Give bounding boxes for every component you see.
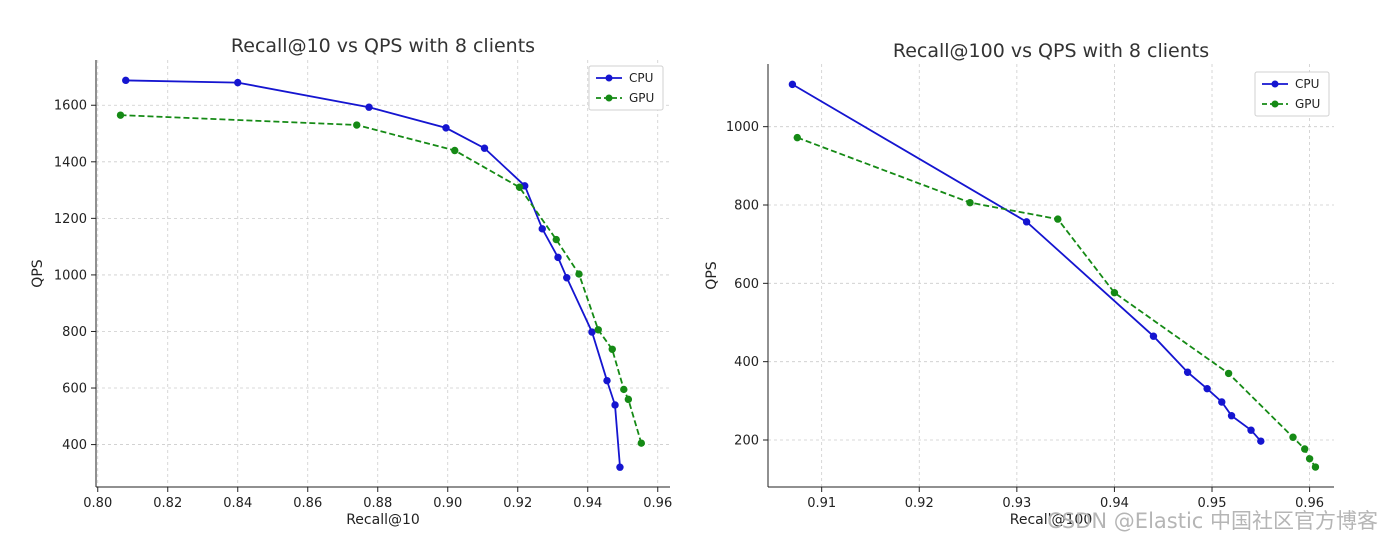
y-tick-label: 400 [62, 438, 87, 453]
data-point-gpu [1224, 369, 1233, 378]
data-point-gpu [594, 326, 602, 334]
y-tick-label: 600 [734, 277, 759, 292]
data-point-cpu [1183, 368, 1192, 376]
x-axis-label: Recall@100 [1010, 512, 1093, 528]
y-tick-label: 1200 [54, 212, 87, 227]
series-line-gpu [796, 136, 1317, 468]
data-point-cpu [554, 253, 562, 262]
data-point-gpu [793, 133, 801, 142]
y-axis-label: QPS [30, 259, 46, 287]
data-point-gpu [620, 385, 628, 394]
data-point-gpu [552, 235, 560, 244]
data-point-gpu [451, 146, 459, 155]
data-point-cpu [588, 328, 596, 336]
x-tick-label: 0.94 [573, 496, 602, 511]
x-tick-label: 0.80 [83, 496, 112, 511]
chart-title: Recall@10 vs QPS with 8 clients [231, 35, 535, 57]
x-tick-label: 0.92 [905, 496, 934, 511]
legend-marker-gpu [1271, 100, 1279, 108]
data-point-gpu [624, 395, 633, 404]
data-point-cpu [480, 144, 489, 152]
data-point-cpu [538, 225, 546, 233]
x-tick-label: 0.90 [433, 496, 462, 511]
series-line-gpu [120, 114, 643, 444]
y-tick-label: 800 [734, 199, 759, 214]
data-point-cpu [788, 80, 797, 89]
watermark: CSDN @Elastic 中国社区官方博客 [1047, 509, 1378, 533]
x-tick-label: 0.82 [153, 496, 182, 511]
data-point-gpu [353, 121, 361, 129]
x-tick-label: 0.88 [363, 496, 392, 511]
data-point-cpu [1203, 384, 1211, 393]
data-point-gpu [1289, 433, 1297, 441]
series-line-cpu [125, 79, 621, 468]
data-point-cpu [365, 103, 373, 111]
data-point-gpu [637, 439, 645, 447]
legend-label-cpu: CPU [1295, 77, 1319, 91]
y-tick-label: 800 [62, 325, 87, 340]
x-tick-label: 0.84 [223, 496, 252, 511]
data-point-gpu [1305, 455, 1314, 463]
x-tick-label: 0.95 [1198, 496, 1227, 511]
y-tick-label: 1000 [726, 120, 759, 135]
data-point-cpu [442, 124, 450, 132]
data-point-cpu [563, 274, 571, 282]
legend-marker-cpu [605, 74, 613, 82]
x-tick-label: 0.91 [807, 496, 836, 511]
x-tick-label: 0.92 [503, 496, 532, 511]
series-line-cpu [791, 83, 1262, 442]
y-tick-label: 1600 [54, 99, 87, 114]
data-point-gpu [966, 198, 974, 207]
chart-title: Recall@100 vs QPS with 8 clients [893, 40, 1209, 62]
legend: CPU GPU [588, 65, 664, 111]
x-tick-label: 0.96 [643, 496, 672, 511]
data-point-gpu [515, 183, 524, 191]
y-tick-label: 1000 [54, 268, 87, 283]
data-point-cpu [1227, 412, 1236, 420]
x-tick-label: 0.86 [293, 496, 322, 511]
data-point-gpu [608, 345, 616, 353]
y-tick-label: 600 [62, 382, 87, 397]
y-axis-label: QPS [704, 261, 720, 289]
data-point-cpu [1149, 332, 1158, 340]
x-tick-label: 0.93 [1002, 496, 1031, 511]
y-tick-label: 200 [734, 434, 759, 449]
data-point-cpu [603, 376, 611, 385]
legend-label-gpu: GPU [1295, 97, 1320, 111]
legend-label-cpu: CPU [629, 71, 653, 85]
data-point-cpu [1218, 398, 1226, 406]
data-point-gpu [116, 111, 125, 119]
data-point-gpu [575, 270, 583, 278]
legend-marker-cpu [1271, 80, 1279, 88]
legend-marker-gpu [605, 94, 613, 102]
legend-label-gpu: GPU [629, 91, 654, 105]
y-tick-label: 1400 [54, 155, 87, 170]
data-point-cpu [1022, 218, 1031, 226]
x-tick-label: 0.96 [1295, 496, 1324, 511]
y-tick-label: 400 [734, 355, 759, 370]
data-point-cpu [1257, 437, 1265, 445]
x-tick-label: 0.94 [1100, 496, 1129, 511]
legend: CPU GPU [1254, 71, 1330, 117]
x-axis-label: Recall@10 [346, 512, 420, 528]
data-point-cpu [611, 401, 619, 409]
data-point-gpu [1110, 289, 1119, 297]
chart-recall10: 0.80 0.82 0.84 0.86 0.88 0.90 0.92 0.94 0.96 400… [30, 35, 672, 528]
data-point-cpu [234, 78, 242, 87]
data-point-cpu [616, 463, 624, 471]
chart-recall100: 0.91 0.92 0.93 0.94 0.95 0.96 200 400 600 800 100… [704, 40, 1334, 528]
data-point-cpu [122, 76, 130, 85]
data-point-cpu [1247, 426, 1255, 434]
data-point-gpu [1311, 463, 1320, 471]
data-point-gpu [1301, 445, 1309, 453]
data-point-gpu [1054, 215, 1062, 223]
